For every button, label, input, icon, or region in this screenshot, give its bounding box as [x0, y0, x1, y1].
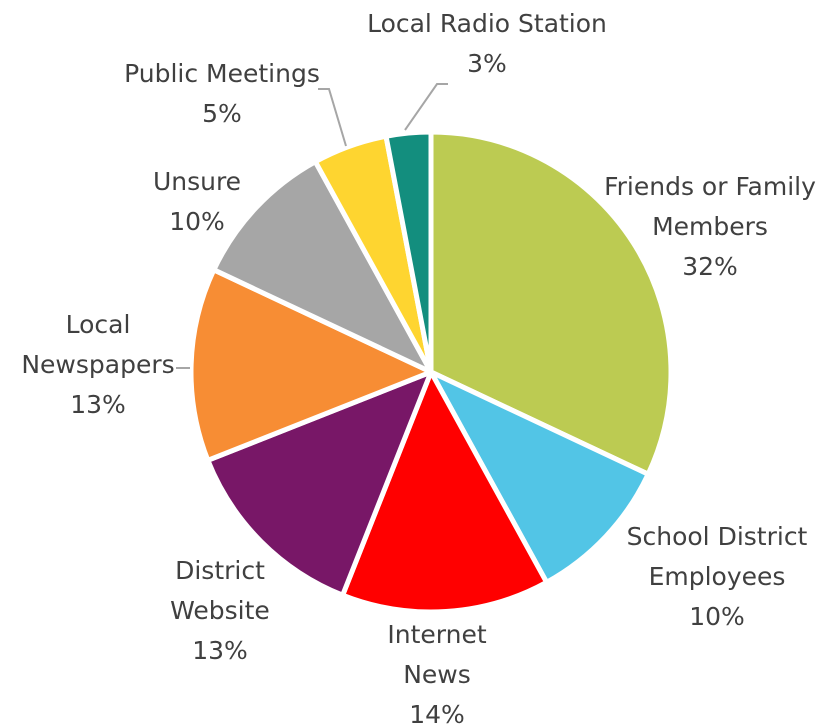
label-value: 14% — [409, 700, 465, 725]
label-line: Local Radio Station — [367, 9, 607, 38]
label-value: 13% — [192, 636, 248, 665]
label-internet-news: Internet News 14% — [387, 620, 486, 725]
label-line: Internet — [387, 620, 486, 649]
label-line: Unsure — [153, 167, 241, 196]
slice-school-district-employees — [428, 369, 651, 585]
label-value: 32% — [682, 252, 738, 281]
label-line: News — [403, 660, 471, 689]
slice-labels: Friends or Family Members 32% School Distri… — [21, 9, 816, 725]
slice-internet-news — [340, 369, 550, 615]
slice-district-website — [205, 369, 434, 598]
leader-line-local-radio-station — [404, 83, 448, 131]
label-value: 5% — [202, 99, 242, 128]
label-district-website: District Website 13% — [170, 556, 270, 665]
label-line: Friends or Family — [604, 172, 816, 201]
label-value: 3% — [467, 49, 507, 78]
label-unsure: Unsure 10% — [153, 167, 241, 236]
leader-lines — [176, 83, 448, 369]
label-public-meetings: Public Meetings 5% — [124, 59, 320, 128]
label-school-district-employees: School District Employees 10% — [627, 522, 808, 631]
slice-local-newspapers — [188, 267, 434, 463]
leader-line-public-meetings — [318, 88, 347, 147]
label-friends-or-family-members: Friends or Family Members 32% — [604, 172, 816, 281]
label-line: Employees — [649, 562, 786, 591]
slice-unsure — [211, 159, 434, 375]
label-line: Local — [66, 310, 131, 339]
label-line: Newspapers — [21, 350, 174, 379]
label-line: Members — [652, 212, 768, 241]
label-value: 10% — [169, 207, 225, 236]
slice-local-radio-station — [383, 129, 434, 375]
label-value: 10% — [689, 602, 745, 631]
label-local-newspapers: Local Newspapers 13% — [21, 310, 174, 419]
label-line: Website — [170, 596, 270, 625]
label-line: Public Meetings — [124, 59, 320, 88]
label-value: 13% — [70, 390, 126, 419]
label-line: District — [175, 556, 265, 585]
pie-slices — [188, 129, 674, 615]
slice-friends-or-family-members — [428, 129, 674, 477]
label-line: School District — [627, 522, 808, 551]
label-local-radio-station: Local Radio Station 3% — [367, 9, 607, 78]
